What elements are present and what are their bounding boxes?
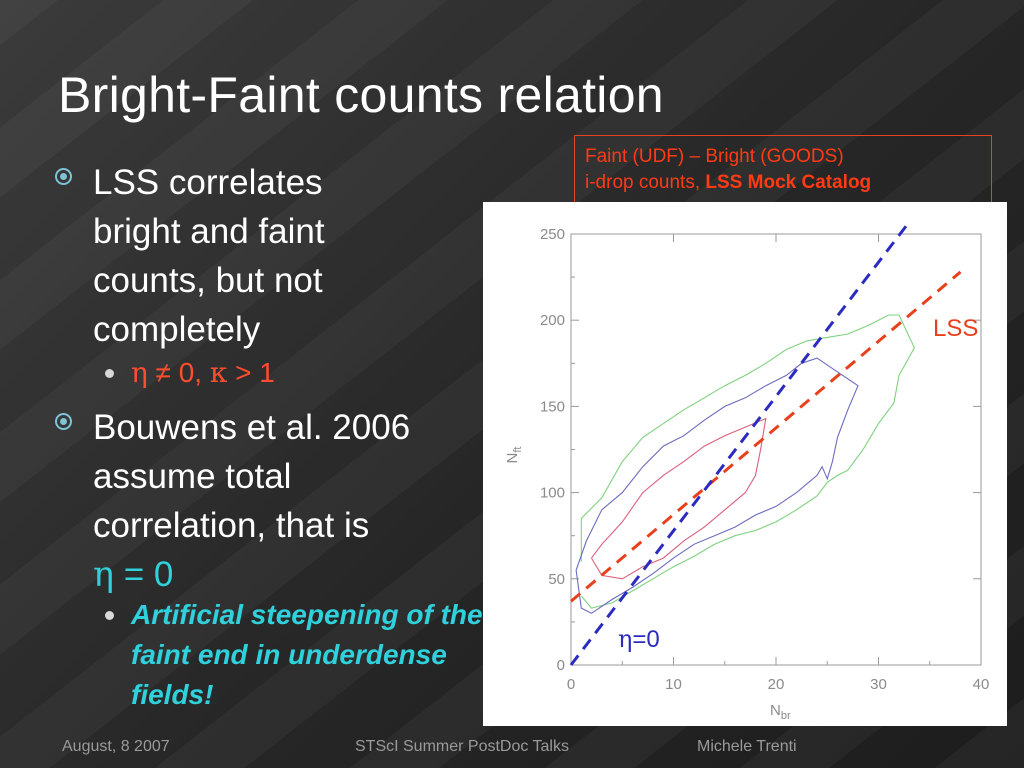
y-tick-label: 150 — [540, 398, 565, 415]
caption-line-1: Faint (UDF) – Bright (GOODS) — [585, 146, 844, 167]
contour-middle — [575, 357, 859, 614]
x-tick-label: 0 — [567, 676, 575, 693]
circle-bullet-icon — [55, 168, 72, 185]
x-tick-label: 20 — [768, 676, 785, 693]
subbullet-eta-kappa-text: η ≠ 0, κ > 1 — [131, 356, 275, 389]
y-tick-label: 0 — [557, 657, 565, 674]
contour-plot-svg: 0 10 20 30 40 0 50 100 150 200 250 Nbr Nft LSS η=0 — [504, 221, 990, 722]
footer-event: STScI Summer PostDoc Talks — [355, 738, 569, 755]
slide-title: Bright-Faint counts relation — [58, 67, 664, 123]
dot-bullet-icon — [105, 369, 114, 378]
circle-bullet-icon — [55, 413, 72, 430]
y-tick-label: 200 — [540, 312, 565, 329]
contour-outer — [580, 314, 916, 609]
x-tick-label: 40 — [973, 676, 990, 693]
lss-dashed-line — [570, 270, 962, 603]
eta-zero-annotation: η=0 — [618, 625, 660, 653]
dot-bullet-icon — [105, 611, 114, 620]
subbullet-steepening: Artificial steepening of the faint end i… — [105, 595, 491, 715]
eta-zero-dashed-line — [569, 221, 911, 666]
y-tick-label: 100 — [540, 485, 565, 502]
y-axis-label: Nft — [504, 447, 524, 464]
chart-caption-box: Faint (UDF) – Bright (GOODS) i-drop coun… — [574, 135, 992, 207]
contour-plot: 0 10 20 30 40 0 50 100 150 200 250 Nbr Nft LSS η=0 — [483, 202, 1007, 726]
caption-line-2: i-drop counts, LSS Mock Catalog — [585, 172, 872, 193]
y-tick-label: 250 — [540, 226, 565, 243]
lss-annotation: LSS — [933, 315, 978, 342]
x-tick-label: 30 — [870, 676, 887, 693]
bullet-bouwens-text: Bouwens et al. 2006 assume total correlati… — [93, 408, 411, 595]
subbullet-eta-kappa: η ≠ 0, κ > 1 — [105, 353, 275, 393]
bullet-lss-text: LSS correlates bright and faint counts, … — [93, 163, 325, 349]
x-axis-label: Nbr — [770, 702, 791, 722]
footer-author: Michele Trenti — [697, 738, 797, 755]
x-tick-label: 10 — [665, 676, 682, 693]
footer-date: August, 8 2007 — [62, 738, 170, 755]
bullet-lss: LSS correlates bright and faint counts, … — [55, 158, 393, 354]
subbullet-steepening-text: Artificial steepening of the faint end i… — [131, 599, 483, 710]
bullet-bouwens: Bouwens et al. 2006 assume total correlati… — [55, 403, 493, 600]
y-tick-label: 50 — [548, 571, 565, 588]
